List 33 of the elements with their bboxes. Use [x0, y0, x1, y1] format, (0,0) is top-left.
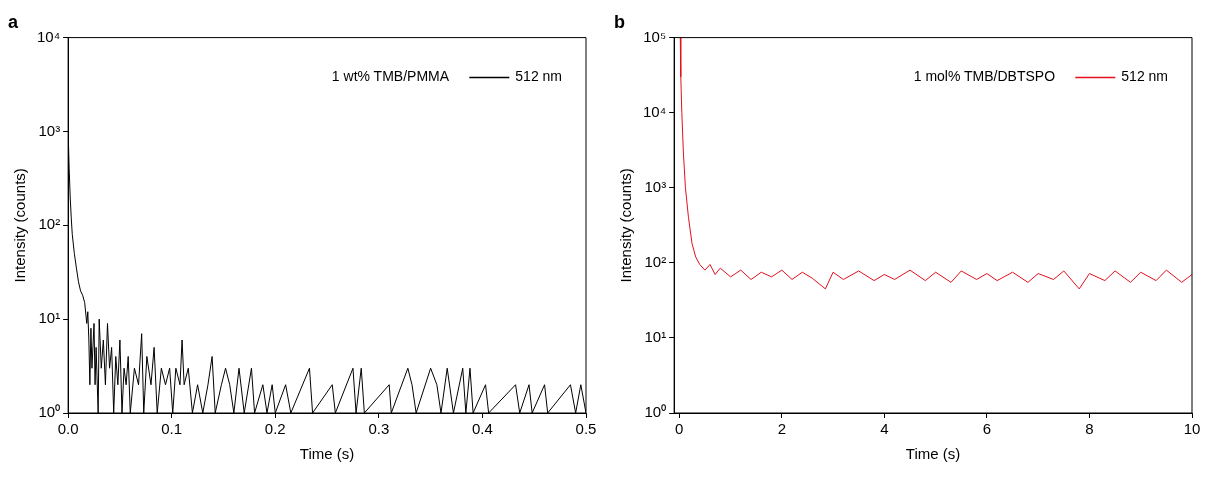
x-tick-label: 4 [880, 420, 889, 438]
x-tick-label: 0.1 [161, 420, 183, 438]
legend-label: 512 nm [515, 68, 563, 85]
x-tick-label: 0.5 [575, 420, 597, 438]
x-tick-label: 0.3 [368, 420, 390, 438]
y-tick-label: 10⁰ [644, 403, 667, 421]
chart-title: b [614, 11, 625, 32]
y-tick-label: 10³ [644, 177, 667, 195]
y-tick-label: 10³ [38, 121, 61, 139]
legend-title: 1 mol% TMB/DBTSPO [913, 68, 1056, 85]
y-tick-label: 10⁴ [36, 27, 61, 45]
x-tick-label: 0.2 [264, 420, 286, 438]
x-tick-label: 2 [777, 420, 786, 438]
x-axis-title: Time (s) [905, 445, 961, 463]
y-axis-title: Intensity (counts) [11, 168, 29, 283]
x-tick-label: 6 [982, 420, 992, 438]
y-tick-label: 10⁵ [643, 27, 667, 45]
x-tick-label: 8 [1085, 420, 1094, 438]
x-tick-label: 0.0 [57, 420, 79, 438]
y-tick-label: 10¹ [38, 309, 61, 327]
x-tick-label: 0 [675, 420, 684, 438]
y-tick-label: 10² [644, 252, 667, 270]
y-tick-label: 10⁰ [38, 403, 61, 421]
x-tick-label: 0.4 [472, 420, 493, 438]
y-tick-label: 10¹ [644, 328, 667, 346]
x-axis-title: Time (s) [299, 445, 355, 463]
y-tick-label: 10² [38, 215, 61, 233]
chart-title: a [8, 11, 19, 32]
y-axis-title: Intensity (counts) [617, 168, 635, 283]
x-tick-label: 10 [1183, 420, 1201, 438]
legend-label: 512 nm [1121, 68, 1169, 85]
y-tick-label: 10⁴ [642, 102, 667, 120]
legend-title: 1 wt% TMB/PMMA [331, 68, 450, 85]
